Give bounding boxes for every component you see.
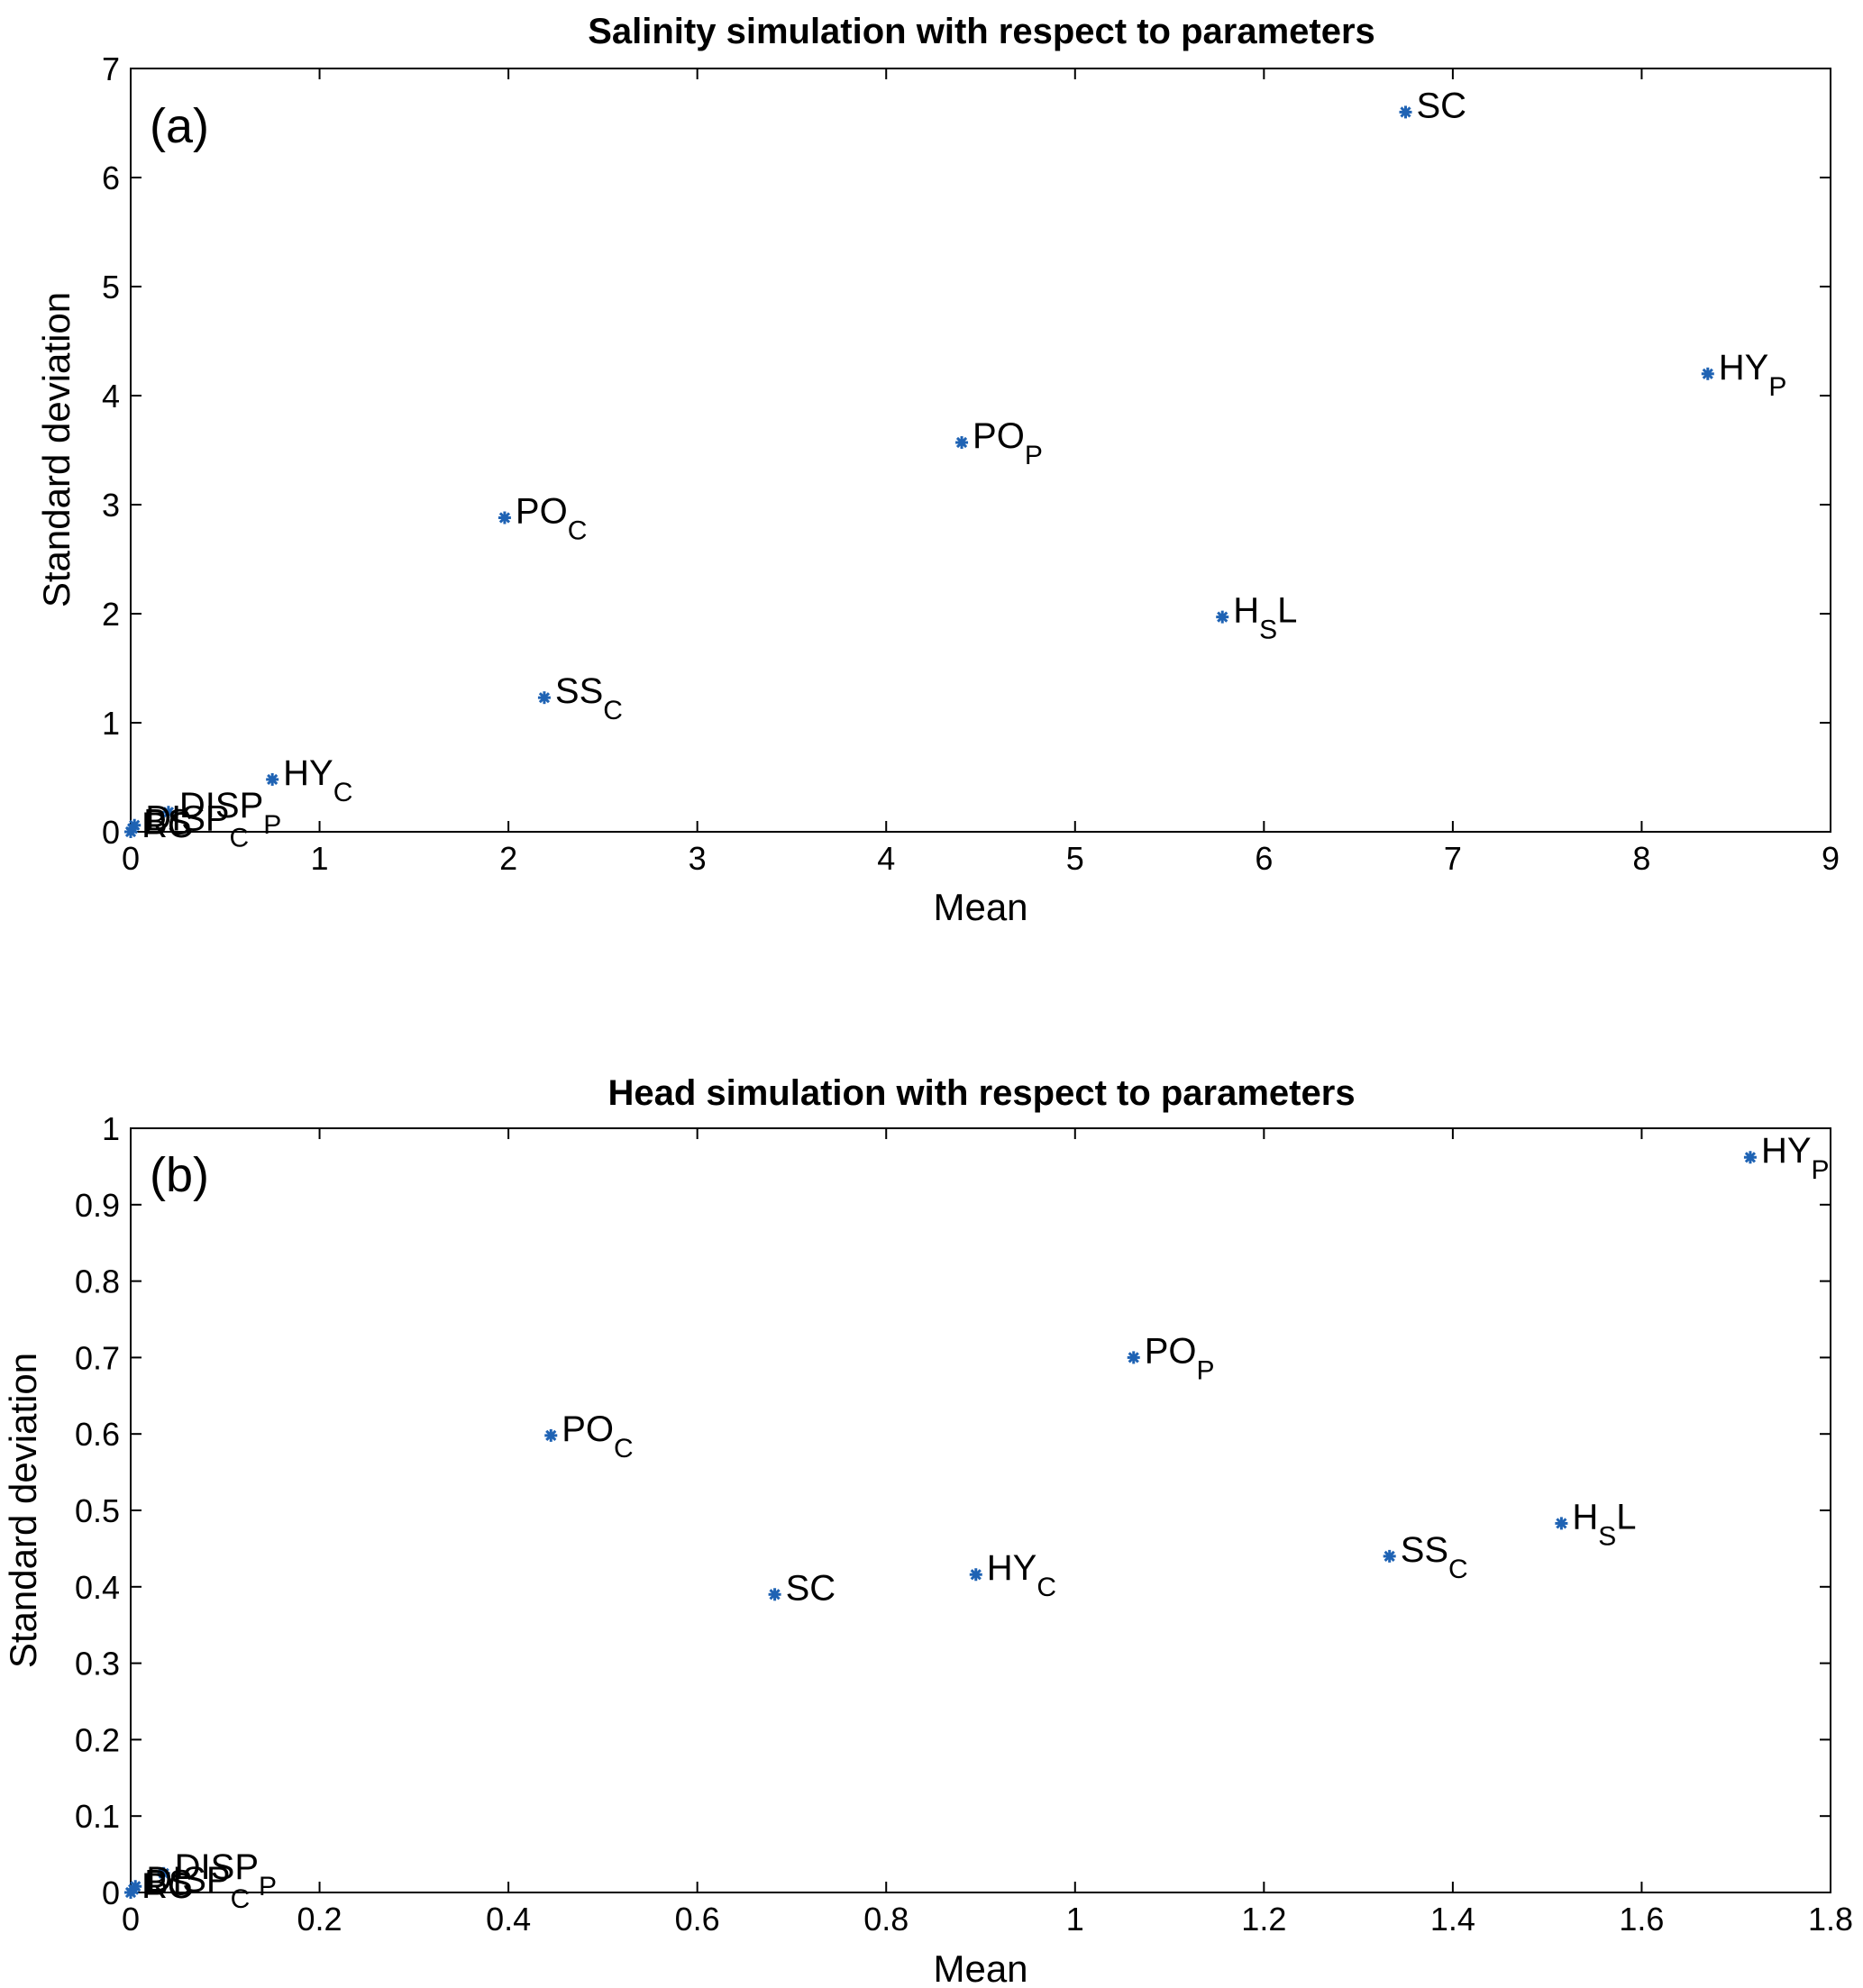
y-tick-label: 7 — [102, 50, 120, 87]
data-point-label: POP — [1145, 1331, 1215, 1385]
data-point-marker — [955, 436, 969, 450]
x-tick-label: 0 — [122, 1901, 140, 1938]
x-tick-label: 1 — [311, 840, 329, 877]
y-tick-label: 0 — [102, 1874, 120, 1911]
data-point-label: POC — [562, 1409, 633, 1464]
plot-frame — [130, 68, 1831, 833]
x-tick-label: 6 — [1255, 840, 1273, 877]
y-tick-label: 0.4 — [75, 1569, 120, 1606]
y-tick-label: 0.1 — [75, 1798, 120, 1835]
x-axis-ticks: 0 1 2 3 4 5 6 7 8 9 — [122, 68, 1840, 877]
y-tick-label: 1 — [102, 705, 120, 742]
data-point-marker — [1701, 367, 1714, 380]
x-tick-label: 3 — [689, 840, 707, 877]
y-tick-label: 3 — [102, 487, 120, 524]
y-tick-label: 2 — [102, 596, 120, 633]
y-tick-label: 0.8 — [75, 1263, 120, 1300]
y-tick-label: 4 — [102, 378, 120, 415]
panel-label: (a) — [150, 99, 209, 153]
y-tick-label: 0.3 — [75, 1646, 120, 1683]
data-point-marker — [161, 806, 175, 819]
data-point-label: HSL — [1233, 591, 1297, 645]
data-point-marker — [1555, 1517, 1568, 1530]
panel-b-head: Head simulation with respect to paramete… — [2, 1073, 1853, 1988]
y-tick-label: 0.2 — [75, 1721, 120, 1758]
data-point-label: RC — [142, 1866, 194, 1906]
y-axis-ticks: 0 0.1 0.2 0.3 0.4 0.5 0.6 0.7 0.8 0.9 1 — [75, 1110, 1831, 1911]
y-axis-ticks: 0 1 2 3 4 5 6 7 — [102, 50, 1831, 851]
data-point-marker — [768, 1588, 781, 1601]
x-tick-label: 0.2 — [297, 1901, 342, 1938]
chart-title: Salinity simulation with respect to para… — [588, 12, 1375, 51]
data-point-marker — [157, 1866, 170, 1880]
x-axis-ticks: 0 0.2 0.4 0.6 0.8 1 1.2 1.4 1.6 1.8 — [122, 1128, 1853, 1938]
y-tick-label: 0.7 — [75, 1339, 120, 1376]
x-tick-label: 0.8 — [863, 1901, 909, 1938]
y-tick-label: 6 — [102, 160, 120, 196]
data-point-marker — [1127, 1351, 1140, 1364]
data-point-label: SC — [786, 1568, 836, 1608]
data-point-marker — [1743, 1151, 1757, 1164]
x-tick-label: 2 — [499, 840, 517, 877]
data-point-marker — [537, 691, 551, 705]
data-point-label: HYP — [1761, 1131, 1830, 1185]
x-tick-label: 0 — [122, 840, 140, 877]
data-point-label: HYC — [987, 1548, 1056, 1602]
y-tick-label: 0 — [102, 814, 120, 851]
y-tick-label: 0.9 — [75, 1187, 120, 1224]
data-point-label: HSL — [1572, 1497, 1636, 1551]
x-tick-label: 1.6 — [1619, 1901, 1664, 1938]
data-point-marker — [544, 1428, 558, 1442]
x-tick-label: 4 — [877, 840, 895, 877]
data-point-label: SSC — [555, 671, 623, 725]
data-point-label: BS — [143, 802, 191, 842]
x-tick-label: 5 — [1066, 840, 1084, 877]
y-axis-label: Standard deviation — [2, 1353, 44, 1668]
data-point-label: POP — [973, 416, 1043, 470]
x-axis-label: Mean — [933, 886, 1027, 928]
data-point-marker — [124, 1886, 137, 1899]
x-tick-label: 1.4 — [1430, 1901, 1475, 1938]
data-point-marker — [969, 1568, 982, 1582]
x-tick-label: 9 — [1822, 840, 1840, 877]
data-point-label: BS — [144, 1864, 192, 1903]
data-point-label: SC — [1417, 86, 1467, 125]
x-tick-label: 1.2 — [1241, 1901, 1286, 1938]
data-point-marker — [498, 511, 511, 524]
x-tick-label: 1.8 — [1808, 1901, 1853, 1938]
y-tick-label: 0.6 — [75, 1416, 120, 1453]
data-point-label: POC — [516, 492, 587, 546]
data-point-label: RC — [142, 806, 194, 845]
data-point-marker — [1399, 105, 1412, 119]
x-tick-label: 7 — [1444, 840, 1462, 877]
data-point-marker — [266, 772, 279, 786]
chart-title: Head simulation with respect to paramete… — [607, 1073, 1355, 1113]
x-tick-label: 0.4 — [486, 1901, 531, 1938]
x-tick-label: 8 — [1632, 840, 1650, 877]
y-axis-label: Standard deviation — [35, 292, 78, 607]
x-tick-label: 1 — [1066, 1901, 1084, 1938]
y-tick-label: 5 — [102, 269, 120, 305]
x-tick-label: 0.6 — [675, 1901, 720, 1938]
y-tick-label: 0.5 — [75, 1492, 120, 1529]
panel-label: (b) — [150, 1148, 209, 1202]
y-tick-label: 1 — [102, 1110, 120, 1147]
data-point-marker — [1383, 1549, 1396, 1563]
data-point-marker — [124, 825, 137, 838]
x-axis-label: Mean — [933, 1947, 1027, 1988]
data-point-marker — [1216, 610, 1229, 624]
panel-a-salinity: Salinity simulation with respect to para… — [35, 12, 1840, 928]
data-point-label: HYC — [283, 753, 352, 807]
data-point-label: SSC — [1401, 1530, 1468, 1584]
data-point-label: HYP — [1719, 348, 1787, 402]
